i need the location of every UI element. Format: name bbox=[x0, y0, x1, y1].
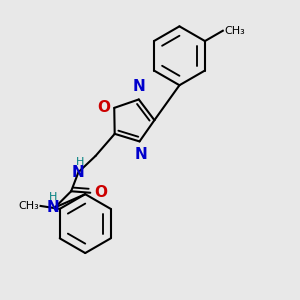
Text: O: O bbox=[97, 100, 110, 116]
Text: N: N bbox=[135, 147, 147, 162]
Text: CH₃: CH₃ bbox=[224, 26, 245, 36]
Text: N: N bbox=[72, 165, 85, 180]
Text: H: H bbox=[76, 157, 84, 167]
Text: N: N bbox=[47, 200, 60, 215]
Text: CH₃: CH₃ bbox=[18, 201, 39, 211]
Text: O: O bbox=[94, 185, 107, 200]
Text: N: N bbox=[132, 79, 145, 94]
Text: H: H bbox=[49, 192, 58, 202]
